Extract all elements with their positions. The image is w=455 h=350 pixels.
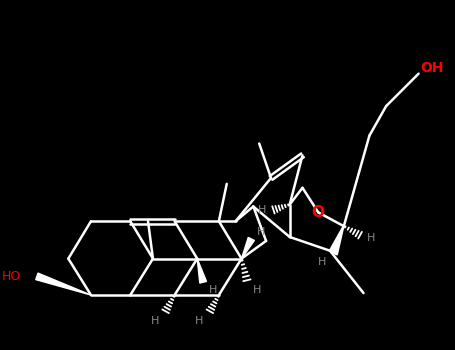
Text: H: H	[151, 316, 159, 326]
Polygon shape	[331, 226, 344, 255]
Polygon shape	[242, 237, 254, 259]
Text: H: H	[318, 257, 326, 267]
Text: H: H	[209, 285, 217, 295]
Polygon shape	[197, 259, 207, 283]
Text: H: H	[195, 316, 203, 326]
Polygon shape	[36, 273, 91, 295]
Text: H: H	[258, 205, 266, 215]
Text: H: H	[367, 233, 375, 243]
Text: HO: HO	[2, 270, 21, 283]
Text: H: H	[253, 285, 262, 295]
Text: OH: OH	[420, 61, 444, 75]
Text: O: O	[312, 205, 325, 220]
Text: H: H	[257, 227, 265, 237]
